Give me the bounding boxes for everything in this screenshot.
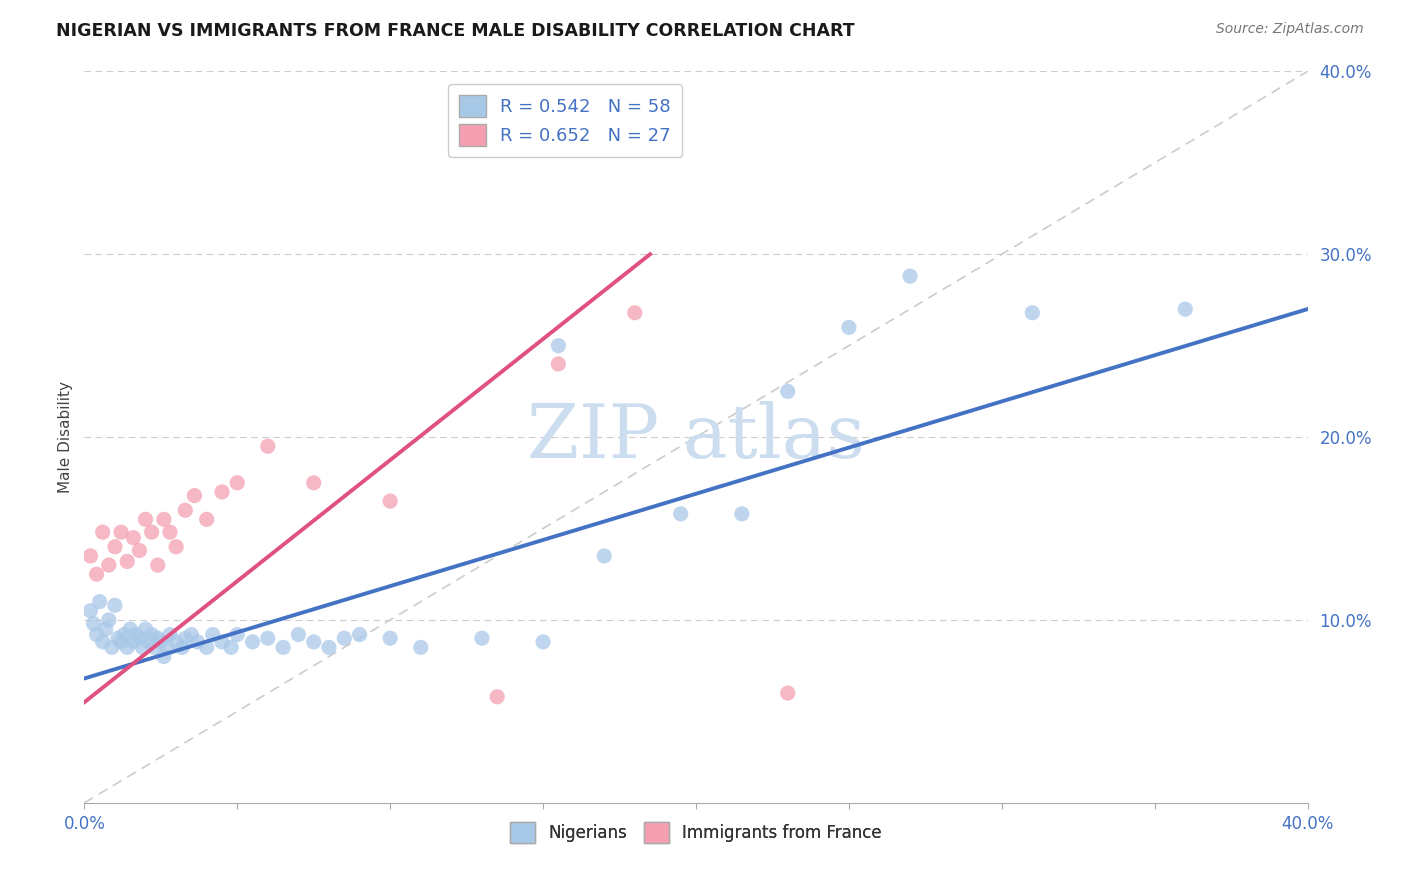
- Point: [125, 627, 148, 641]
- Point: [776, 384, 799, 399]
- Point: [1174, 301, 1197, 317]
- Point: [122, 635, 145, 649]
- Point: [669, 507, 692, 521]
- Point: [122, 531, 145, 545]
- Point: [195, 512, 218, 526]
- Point: [471, 632, 494, 646]
- Point: [186, 635, 208, 649]
- Point: [318, 640, 340, 655]
- Point: [89, 594, 111, 608]
- Point: [83, 616, 105, 631]
- Point: [131, 640, 153, 655]
- Point: [79, 604, 101, 618]
- Point: [226, 627, 249, 641]
- Point: [226, 475, 249, 490]
- Point: [97, 613, 120, 627]
- Point: [333, 632, 356, 646]
- Point: [97, 558, 120, 573]
- Point: [120, 622, 142, 636]
- Point: [349, 627, 371, 641]
- Point: [271, 640, 294, 655]
- Point: [86, 627, 108, 641]
- Point: [86, 567, 108, 582]
- Point: [838, 320, 860, 334]
- Y-axis label: Male Disability: Male Disability: [58, 381, 73, 493]
- Point: [159, 627, 181, 641]
- Point: [107, 632, 129, 646]
- Point: [165, 635, 187, 649]
- Point: [135, 512, 157, 526]
- Point: [115, 554, 138, 568]
- Point: [91, 635, 114, 649]
- Point: [104, 540, 127, 554]
- Point: [165, 540, 187, 554]
- Point: [257, 632, 280, 646]
- Point: [128, 632, 150, 646]
- Point: [143, 640, 166, 655]
- Point: [138, 635, 160, 649]
- Point: [153, 649, 176, 664]
- Point: [146, 632, 169, 646]
- Point: [156, 640, 179, 655]
- Point: [409, 640, 432, 655]
- Point: [302, 475, 325, 490]
- Point: [201, 627, 224, 641]
- Text: ZIP atlas: ZIP atlas: [527, 401, 865, 474]
- Point: [153, 512, 176, 526]
- Point: [531, 635, 554, 649]
- Point: [380, 632, 402, 646]
- Point: [115, 640, 138, 655]
- Point: [898, 269, 921, 284]
- Point: [547, 338, 569, 352]
- Point: [159, 525, 181, 540]
- Point: [112, 627, 135, 641]
- Point: [94, 622, 117, 636]
- Point: [211, 485, 233, 500]
- Point: [128, 543, 150, 558]
- Point: [624, 306, 647, 320]
- Point: [174, 503, 197, 517]
- Point: [486, 690, 509, 704]
- Point: [180, 627, 202, 641]
- Legend: Nigerians, Immigrants from France: Nigerians, Immigrants from France: [503, 815, 889, 849]
- Point: [91, 525, 114, 540]
- Point: [380, 494, 402, 508]
- Text: Source: ZipAtlas.com: Source: ZipAtlas.com: [1216, 22, 1364, 37]
- Point: [172, 640, 194, 655]
- Point: [110, 525, 132, 540]
- Point: [135, 622, 157, 636]
- Point: [79, 549, 101, 563]
- Point: [547, 357, 569, 371]
- Text: NIGERIAN VS IMMIGRANTS FROM FRANCE MALE DISABILITY CORRELATION CHART: NIGERIAN VS IMMIGRANTS FROM FRANCE MALE …: [56, 22, 855, 40]
- Point: [146, 558, 169, 573]
- Point: [174, 632, 197, 646]
- Point: [195, 640, 218, 655]
- Point: [211, 635, 233, 649]
- Point: [141, 627, 163, 641]
- Point: [219, 640, 242, 655]
- Point: [110, 635, 132, 649]
- Point: [776, 686, 799, 700]
- Point: [257, 439, 280, 453]
- Point: [1021, 306, 1043, 320]
- Point: [242, 635, 264, 649]
- Point: [302, 635, 325, 649]
- Point: [183, 489, 205, 503]
- Point: [141, 525, 163, 540]
- Point: [287, 627, 309, 641]
- Point: [731, 507, 754, 521]
- Point: [149, 635, 172, 649]
- Point: [593, 549, 616, 563]
- Point: [101, 640, 124, 655]
- Point: [104, 599, 127, 613]
